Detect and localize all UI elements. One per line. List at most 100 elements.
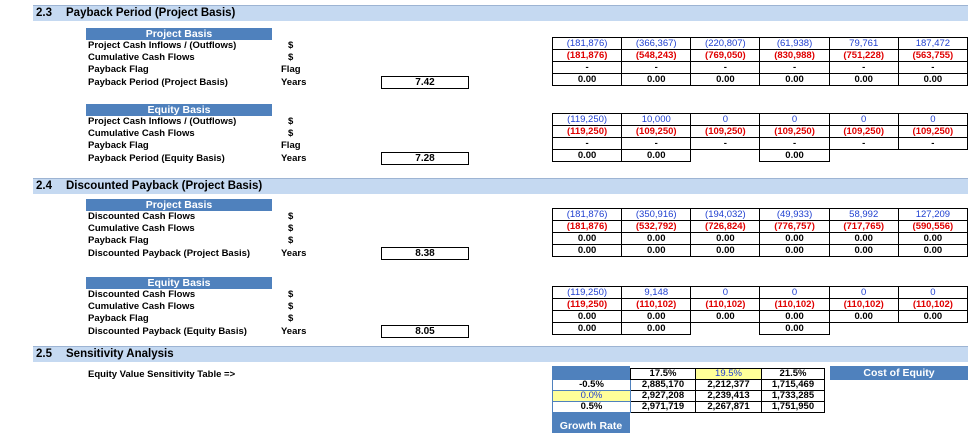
cost-of-equity-label: Cost of Equity [830, 366, 968, 380]
cash-flow-grid: (181,876) (350,916) (194,032) (49,933) 58,99… [551, 208, 969, 257]
grid-cell: (532,792) [621, 220, 692, 233]
grid-cell: 10,000 [621, 113, 692, 126]
grid-row: (119,250) 9,148 0 0 0 0 [551, 286, 969, 299]
row-unit: $ [288, 235, 294, 246]
row-unit: $ [288, 128, 294, 139]
grid-cell: (726,824) [690, 220, 761, 233]
result-value: 8.05 [381, 325, 469, 338]
grid-cell: 0.00 [551, 149, 623, 162]
section-title: Discounted Payback (Project Basis) [66, 180, 263, 192]
result-value: 7.28 [381, 152, 469, 165]
equity-value-cell: 2,971,719 [630, 401, 696, 413]
grid-cell: (110,102) [690, 298, 761, 311]
grid-cell: - [621, 137, 692, 150]
grid-cell [691, 323, 760, 335]
equity-value-cell: 2,239,413 [695, 390, 762, 402]
grid-row: (181,876) (548,243) (769,050) (830,988) (751… [551, 49, 969, 62]
grid-cell: 0.00 [551, 232, 623, 245]
grid-cell: (548,243) [621, 49, 692, 62]
grid-row: 0.00 0.00 0.00 [551, 322, 968, 335]
grid-cell: 0.00 [897, 73, 969, 86]
basis-header: Project Basis [86, 199, 272, 211]
basis-header: Equity Basis [86, 104, 272, 116]
grid-cell: (61,938) [759, 37, 830, 50]
grid-cell: 0.00 [759, 310, 830, 323]
section-header-sensitivity: 2.5 Sensitivity Analysis [33, 346, 968, 362]
grid-cell: - [828, 137, 899, 150]
grid-cell: (181,876) [551, 37, 623, 50]
grid-cell: (110,102) [759, 298, 830, 311]
grid-cell: 0 [759, 286, 830, 299]
grid-cell: (109,250) [621, 125, 692, 138]
section-number: 2.3 [36, 7, 52, 19]
grid-cell: 0 [828, 286, 899, 299]
grid-cell: (119,250) [551, 298, 623, 311]
row-label: Project Cash Inflows / (Outflows) [88, 40, 237, 51]
grid-row: (119,250) (110,102) (110,102) (110,102) (110… [551, 298, 969, 311]
grid-row: ------ [551, 137, 969, 150]
grid-cell: - [897, 61, 969, 74]
grid-cell: - [621, 61, 692, 74]
row-unit: $ [288, 313, 294, 324]
grid-row: ------ [551, 61, 969, 74]
grid-cell: - [759, 137, 830, 150]
equity-value-cell: 1,751,950 [761, 401, 825, 413]
grid-cell: 187,472 [897, 37, 969, 50]
cash-flow-grid: (119,250) 10,000 0 0 0 0 (119,250) (109,250) (10… [551, 113, 969, 162]
row-unit: $ [288, 301, 294, 312]
row-label: Cumulative Cash Flows [88, 128, 195, 139]
section-header-payback: 2.3 Payback Period (Project Basis) [33, 5, 968, 21]
corner-cell [553, 369, 631, 380]
grid-cell: 0.00 [690, 310, 761, 323]
grid-row: (181,876) (350,916) (194,032) (49,933) 58,99… [551, 208, 969, 221]
cost-of-equity-value: 17.5% [630, 368, 696, 380]
row-unit: Years [281, 326, 307, 337]
grid-cell: 0.00 [759, 244, 830, 257]
grid-cell: 0.00 [551, 322, 623, 335]
row-label: Discounted Payback (Equity Basis) [88, 326, 247, 337]
growth-rate-value: -0.5% [552, 379, 631, 391]
growth-rate-value: 0.5% [552, 401, 631, 413]
grid-cell: (220,807) [690, 37, 761, 50]
grid-cell: - [897, 137, 969, 150]
grid-cell: (830,988) [759, 49, 830, 62]
growth-rate-row: 0.0% 2,927,208 2,239,413 1,733,285 [552, 390, 825, 402]
grid-cell: 0.00 [759, 232, 830, 245]
grid-cell: 0.00 [897, 310, 969, 323]
grid-cell: (181,876) [551, 220, 623, 233]
grid-cell: (110,102) [828, 298, 899, 311]
grid-cell: 0.00 [690, 244, 761, 257]
cost-of-equity-header-row: 17.5% 19.5% 21.5% [553, 368, 825, 380]
row-label: Payback Flag [88, 140, 149, 151]
grid-row: (119,250) 10,000 0 0 0 0 [551, 113, 969, 126]
grid-cell: 58,992 [828, 208, 899, 221]
row-label: Discounted Cash Flows [88, 289, 196, 300]
section-title: Payback Period (Project Basis) [66, 7, 236, 19]
grid-cell: (109,250) [897, 125, 969, 138]
grid-cell [829, 323, 898, 335]
grid-cell: 0.00 [621, 232, 692, 245]
equity-value-cell: 2,212,377 [695, 379, 762, 391]
row-unit: $ [288, 116, 294, 127]
equity-value-cell: 1,733,285 [761, 390, 825, 402]
cost-of-equity-value: 19.5% [695, 368, 762, 380]
grid-row: (181,876) (366,367) (220,807) (61,938) 79,76… [551, 37, 969, 50]
row-unit: Flag [281, 140, 301, 151]
section-title: Sensitivity Analysis [66, 348, 174, 360]
row-unit: Flag [281, 64, 301, 75]
grid-cell: (119,250) [551, 125, 623, 138]
grid-cell: - [690, 61, 761, 74]
grid-cell: (366,367) [621, 37, 692, 50]
grid-cell: (119,250) [551, 286, 623, 299]
grid-cell: - [828, 61, 899, 74]
grid-cell: (49,933) [759, 208, 830, 221]
grid-cell: - [551, 61, 623, 74]
grid-cell: (110,102) [897, 298, 969, 311]
equity-value-cell: 2,927,208 [630, 390, 696, 402]
grid-cell [898, 323, 967, 335]
grid-cell: - [551, 137, 623, 150]
grid-cell: 0.00 [621, 322, 692, 335]
cost-of-equity-value: 21.5% [761, 368, 825, 380]
basis-header: Project Basis [86, 28, 272, 40]
grid-cell: 0.00 [828, 244, 899, 257]
